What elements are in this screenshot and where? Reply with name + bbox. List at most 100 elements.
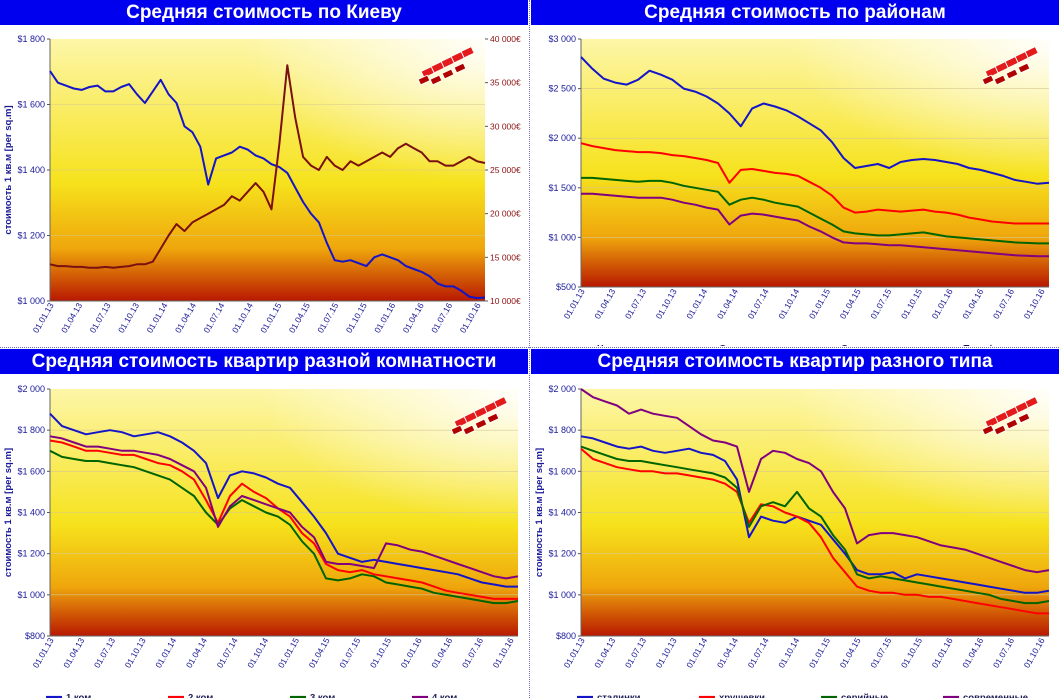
y-axis-label: стоимость 1 кв.м [per sq.m] [3,448,14,577]
x-tick-label: 01.07.13 [623,636,648,670]
logo-brick [1024,396,1039,409]
series-line [580,445,1050,605]
series-line [49,413,518,588]
x-tick-label: 01.10.13 [654,287,679,321]
legend-label: 4 ком [432,693,457,698]
x-tick-label: 01.10.13 [123,636,148,670]
series-line [49,449,519,605]
y-tick-label: $800 [556,631,576,641]
series-line [49,70,486,300]
y-tick-label: $1 200 [548,549,576,559]
x-tick-label: 01.07.14 [746,636,771,670]
y-tick-label: $1 200 [17,231,45,241]
series-line [580,56,1050,185]
x-tick-label: 01.01.15 [807,287,832,321]
series-line [580,142,1049,225]
x-tick-label: 01.07.15 [868,636,893,670]
x-tick-label: 01.01.16 [372,301,397,335]
y2-tick-label: 35 000€ [490,78,521,88]
y-tick-label: $1 000 [17,590,45,600]
x-tick-label: 01.04.16 [960,287,985,321]
plot-glow [581,39,1049,287]
x-tick-label: 01.01.14 [144,301,169,335]
x-tick-label: 01.07.16 [429,301,454,335]
y-tick-label: $1 000 [17,296,45,306]
legend-label: 2 ком [188,693,213,698]
x-tick-label: 01.07.13 [92,636,117,670]
chart-panel-kiev: Средняя стоимость по Киеву $1 000 $1 200 $… [0,0,528,346]
y-tick-label: $1 800 [17,34,45,44]
series-line [580,447,1049,615]
series-line [580,388,1050,574]
x-tick-label: 01.04.16 [401,301,426,335]
logo-brick [474,418,488,430]
x-tick-label: 01.10.15 [899,636,924,670]
x-tick-label: 01.01.15 [807,636,832,670]
y-tick-label: $3 000 [548,34,576,44]
x-tick-label: 01.07.15 [868,287,893,321]
logo-brick [417,74,431,86]
stacked-bricks-logo-icon [417,46,475,86]
x-tick-label: 01.01.15 [258,301,283,335]
legend-label: 3 ком [310,693,335,698]
x-tick-label: 01.07.16 [991,636,1016,670]
x-tick-label: 01.10.15 [368,636,393,670]
stacked-bricks-logo-icon [981,396,1039,436]
logo-brick [1017,62,1031,74]
y2-tick-label: 10 000€ [490,296,521,306]
x-tick-label: 01.04.16 [960,636,985,670]
x-tick-label: 01.01.16 [399,636,424,670]
x-tick-label: 01.04.14 [715,287,740,321]
logo-brick [460,46,475,59]
x-tick-label: 01.07.16 [460,636,485,670]
legend-label: современные [963,693,1028,698]
x-tick-label: 01.04.15 [838,636,863,670]
logo-brick [493,396,508,409]
y-tick-label: $1 400 [17,165,45,175]
x-tick-label: 01.10.14 [776,287,801,321]
y-tick-label: $2 000 [548,384,576,394]
y-tick-label: $1 000 [548,590,576,600]
x-tick-label: 01.07.15 [337,636,362,670]
legend-label: Середина [841,344,888,347]
y-tick-label: $1 000 [548,232,576,242]
y2-tick-label: 20 000€ [490,209,521,219]
x-tick-label: 01.10.16 [491,636,516,670]
y-tick-label: $500 [556,282,576,292]
y-tick-label: $1 400 [548,508,576,518]
series-line [580,435,1050,594]
x-tick-label: 01.07.14 [201,301,226,335]
x-tick-label: 01.04.14 [715,636,740,670]
series-line [581,192,1049,258]
x-tick-label: 01.10.15 [344,301,369,335]
legend-label: 1 ком [66,693,91,698]
x-tick-label: 01.10.13 [654,636,679,670]
y-tick-label: $2 000 [17,384,45,394]
x-tick-label: 01.04.15 [838,287,863,321]
logo-brick [1005,68,1019,80]
logo-brick [441,68,455,80]
horizontal-divider [0,347,1059,348]
logo-brick [993,424,1007,436]
y-tick-label: $1 800 [17,425,45,435]
x-tick-label: 01.04.14 [173,301,198,335]
y-tick-label: $1 600 [548,466,576,476]
types-chart: $800 $1 000 $1 200 $1 400 $1 600 $1 800 $2 000… [534,384,1050,698]
x-tick-label: 01.10.15 [899,287,924,321]
chart-title: Средняя стоимость квартир разной комнатн… [0,349,528,374]
y2-tick-label: 40 000€ [490,34,521,44]
x-tick-label: 01.01.16 [930,287,955,321]
y2-tick-label: 15 000€ [490,252,521,262]
x-tick-label: 01.10.13 [116,301,141,335]
x-tick-label: 01.10.14 [230,301,255,335]
legend-label: хрущевки [719,693,765,698]
y-tick-label: $2 000 [548,133,576,143]
x-tick-label: 01.10.16 [458,301,483,335]
series-line [49,439,518,600]
y2-tick-label: 25 000€ [490,165,521,175]
x-tick-label: 01.07.14 [215,636,240,670]
x-tick-label: 01.04.16 [429,636,454,670]
districts-chart: $500 $1 000 $1 500 $2 000 $2 500 $3 000 01.01.… [548,34,1050,347]
vertical-divider [529,0,530,698]
chart-panel-districts: Средняя стоимость по районам $500 $1 000 $… [531,0,1059,346]
